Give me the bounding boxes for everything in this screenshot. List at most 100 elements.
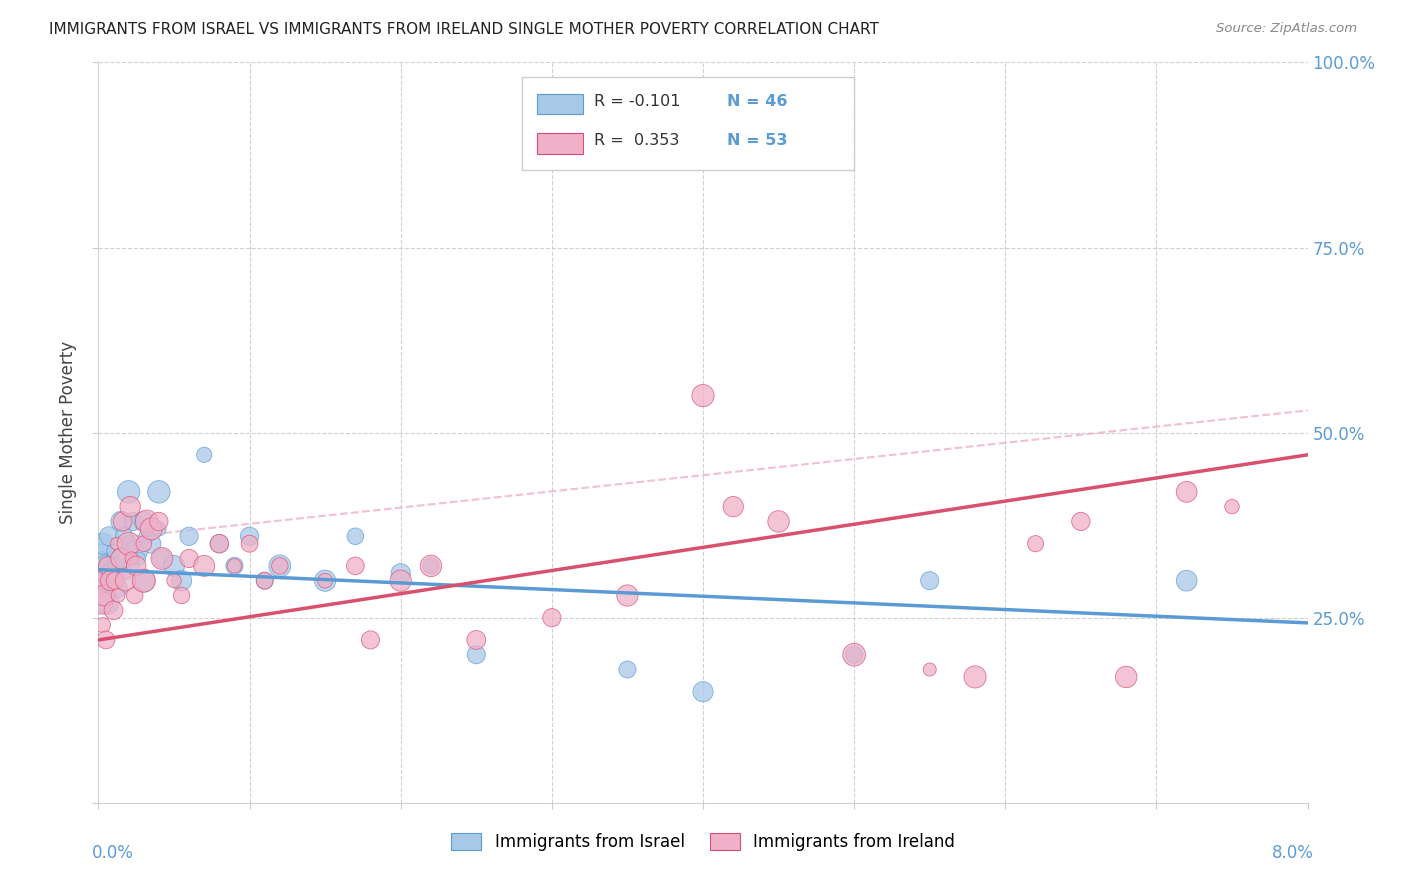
Point bbox=[224, 558, 246, 573]
Point bbox=[1070, 515, 1092, 529]
Text: R = -0.101: R = -0.101 bbox=[595, 95, 681, 109]
Point bbox=[918, 663, 941, 677]
Point bbox=[111, 551, 134, 566]
Point bbox=[141, 536, 163, 550]
Point bbox=[1220, 500, 1243, 514]
Point bbox=[314, 574, 336, 588]
Point bbox=[90, 551, 112, 566]
Point bbox=[253, 574, 276, 588]
Point bbox=[692, 388, 714, 402]
Point bbox=[94, 558, 117, 573]
Point bbox=[121, 551, 143, 566]
Point bbox=[135, 529, 157, 543]
Point bbox=[118, 536, 141, 550]
Text: N = 46: N = 46 bbox=[727, 95, 787, 109]
Point bbox=[91, 618, 114, 632]
Point bbox=[150, 551, 173, 566]
Point bbox=[389, 566, 412, 581]
Point bbox=[170, 589, 193, 603]
Point bbox=[692, 685, 714, 699]
Point bbox=[344, 529, 367, 543]
Point bbox=[132, 536, 155, 550]
Point bbox=[96, 558, 118, 573]
Point bbox=[239, 529, 262, 543]
Point bbox=[148, 484, 170, 499]
Point bbox=[118, 536, 141, 550]
Point bbox=[125, 544, 148, 558]
Point bbox=[105, 558, 128, 573]
Point bbox=[269, 558, 291, 573]
Point bbox=[465, 632, 488, 647]
Point bbox=[93, 574, 115, 588]
Point bbox=[148, 522, 170, 536]
Point bbox=[150, 551, 173, 566]
Point bbox=[104, 574, 127, 588]
Point bbox=[616, 589, 638, 603]
Point bbox=[193, 448, 215, 462]
Point bbox=[91, 536, 114, 550]
Point bbox=[179, 551, 201, 566]
Point bbox=[208, 536, 231, 550]
Point bbox=[100, 574, 122, 588]
Point bbox=[1175, 484, 1198, 499]
Point bbox=[540, 610, 562, 624]
Bar bbox=[537, 94, 583, 114]
Point bbox=[253, 574, 276, 588]
Point bbox=[844, 648, 866, 662]
Y-axis label: Single Mother Poverty: Single Mother Poverty bbox=[59, 341, 77, 524]
Point bbox=[125, 558, 148, 573]
Point bbox=[110, 551, 132, 566]
Point bbox=[723, 500, 745, 514]
Point bbox=[98, 529, 121, 543]
Point bbox=[110, 515, 132, 529]
Point bbox=[105, 536, 128, 550]
Point bbox=[132, 574, 155, 588]
Bar bbox=[537, 133, 583, 153]
Point bbox=[112, 529, 135, 543]
Point bbox=[163, 574, 186, 588]
Point bbox=[122, 515, 145, 529]
Point bbox=[420, 558, 443, 573]
Point bbox=[89, 566, 111, 581]
Point bbox=[344, 558, 367, 573]
Point bbox=[90, 596, 112, 610]
Point bbox=[107, 589, 129, 603]
Point bbox=[107, 581, 129, 595]
Point bbox=[163, 558, 186, 573]
Point bbox=[420, 558, 443, 573]
Text: N = 53: N = 53 bbox=[727, 133, 787, 148]
Point bbox=[1115, 670, 1137, 684]
Point bbox=[94, 632, 117, 647]
Point bbox=[768, 515, 790, 529]
Point bbox=[224, 558, 246, 573]
Point bbox=[360, 632, 382, 647]
Point bbox=[111, 515, 134, 529]
Point bbox=[89, 555, 111, 569]
Text: 0.0%: 0.0% bbox=[93, 844, 134, 862]
Text: R =  0.353: R = 0.353 bbox=[595, 133, 679, 148]
FancyBboxPatch shape bbox=[522, 78, 855, 169]
Point bbox=[170, 574, 193, 588]
Point bbox=[132, 574, 155, 588]
Point bbox=[135, 515, 157, 529]
Point bbox=[148, 515, 170, 529]
Point bbox=[96, 596, 118, 610]
Point bbox=[121, 558, 143, 573]
Point bbox=[389, 574, 412, 588]
Point bbox=[179, 529, 201, 543]
Text: Source: ZipAtlas.com: Source: ZipAtlas.com bbox=[1216, 22, 1357, 36]
Point bbox=[616, 663, 638, 677]
Text: 8.0%: 8.0% bbox=[1272, 844, 1313, 862]
Point bbox=[1025, 536, 1047, 550]
Legend: Immigrants from Israel, Immigrants from Ireland: Immigrants from Israel, Immigrants from … bbox=[444, 826, 962, 857]
Point bbox=[141, 522, 163, 536]
Point bbox=[314, 574, 336, 588]
Point bbox=[118, 484, 141, 499]
Point bbox=[124, 589, 146, 603]
Point bbox=[103, 544, 125, 558]
Point bbox=[100, 566, 122, 581]
Point bbox=[128, 551, 150, 566]
Point bbox=[1175, 574, 1198, 588]
Point bbox=[844, 648, 866, 662]
Point bbox=[114, 574, 136, 588]
